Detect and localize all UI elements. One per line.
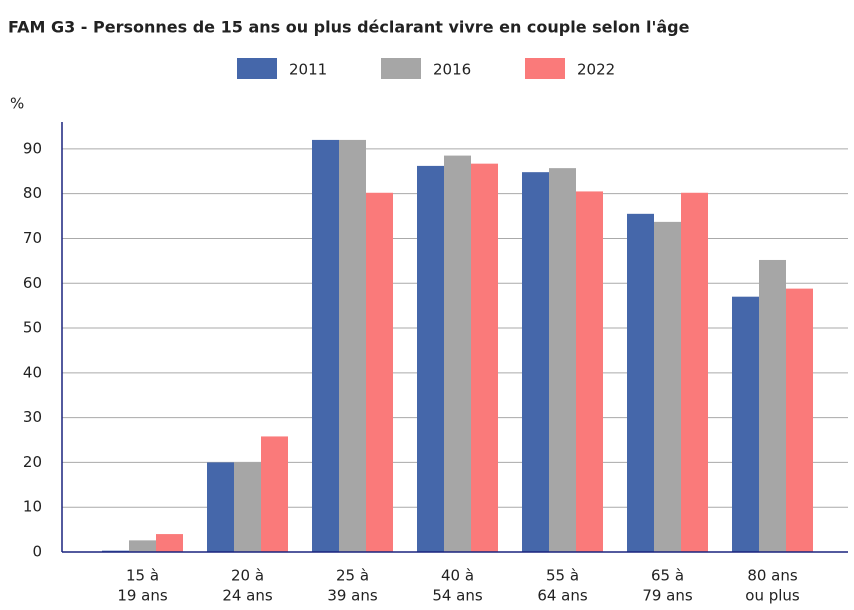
bar xyxy=(207,462,234,552)
x-tick-label: 20 à xyxy=(231,567,264,585)
x-tick-label: 79 ans xyxy=(642,587,693,605)
bar xyxy=(522,172,549,552)
x-tick-label: 65 à xyxy=(651,567,684,585)
bar xyxy=(444,155,471,552)
bar xyxy=(576,191,603,553)
x-tick-label: 15 à xyxy=(126,567,159,585)
bar xyxy=(654,221,681,552)
chart-title: FAM G3 - Personnes de 15 ans ou plus déc… xyxy=(8,18,690,37)
y-tick-label: 60 xyxy=(23,274,42,292)
legend-swatch xyxy=(237,58,277,79)
bar xyxy=(627,213,654,552)
y-tick-label: 30 xyxy=(23,408,42,426)
y-tick-label: 90 xyxy=(23,139,42,157)
bar xyxy=(234,462,261,552)
legend-label: 2011 xyxy=(289,61,327,79)
x-tick-label: 55 à xyxy=(546,567,579,585)
bar xyxy=(366,192,393,553)
bar xyxy=(339,139,366,552)
x-tick-label: 54 ans xyxy=(432,587,483,605)
y-tick-label: 20 xyxy=(23,453,42,471)
bar xyxy=(549,168,576,552)
x-tick-label: 19 ans xyxy=(117,587,168,605)
x-tick-label: 80 ans xyxy=(747,567,798,585)
legend-label: 2022 xyxy=(577,61,615,79)
y-tick-label: 80 xyxy=(23,184,42,202)
y-tick-label: 0 xyxy=(32,543,42,561)
x-tick-label: ou plus xyxy=(745,587,800,605)
x-tick-label: 25 à xyxy=(336,567,369,585)
bar xyxy=(786,288,813,552)
bar xyxy=(759,259,786,552)
legend-swatch xyxy=(525,58,565,79)
bar xyxy=(417,165,444,553)
x-tick-label: 40 à xyxy=(441,567,474,585)
y-tick-label: 10 xyxy=(23,498,42,516)
legend-swatch xyxy=(381,58,421,79)
y-tick-label: 70 xyxy=(23,229,42,247)
bar xyxy=(732,296,759,552)
x-tick-label: 39 ans xyxy=(327,587,378,605)
bar xyxy=(129,540,156,552)
bar xyxy=(156,534,183,552)
bar xyxy=(681,192,708,553)
x-tick-label: 24 ans xyxy=(222,587,273,605)
y-tick-label: 50 xyxy=(23,319,42,337)
legend-label: 2016 xyxy=(433,61,471,79)
y-tick-label: 40 xyxy=(23,363,42,381)
y-axis-label: % xyxy=(10,95,24,113)
x-tick-label: 64 ans xyxy=(537,587,588,605)
bar xyxy=(261,436,288,552)
bar xyxy=(312,139,339,552)
bar xyxy=(471,163,498,552)
